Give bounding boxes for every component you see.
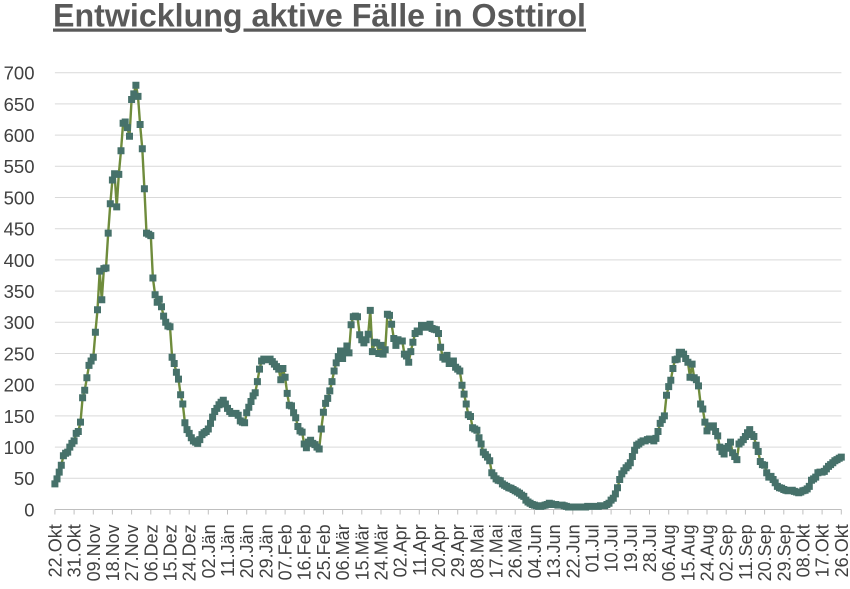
svg-text:11.Jän: 11.Jän — [218, 524, 238, 577]
svg-text:15.Dez: 15.Dez — [161, 524, 181, 581]
svg-text:02.Apr: 02.Apr — [391, 524, 411, 577]
svg-text:15.Mär: 15.Mär — [352, 524, 372, 580]
svg-text:600: 600 — [4, 125, 35, 146]
svg-text:19.Jul: 19.Jul — [621, 524, 641, 572]
svg-text:11.Sep: 11.Sep — [736, 524, 756, 580]
svg-text:250: 250 — [4, 343, 35, 364]
svg-text:24.Aug: 24.Aug — [698, 524, 718, 581]
svg-text:16.Feb: 16.Feb — [295, 524, 315, 580]
svg-text:27.Nov: 27.Nov — [122, 524, 142, 581]
svg-text:400: 400 — [4, 250, 35, 271]
svg-text:200: 200 — [4, 375, 35, 396]
svg-text:06.Dez: 06.Dez — [141, 524, 161, 581]
svg-text:26.Mai: 26.Mai — [506, 524, 526, 578]
svg-text:350: 350 — [4, 281, 35, 302]
svg-text:06.Mär: 06.Mär — [333, 524, 353, 580]
svg-text:450: 450 — [4, 219, 35, 240]
svg-text:20.Apr: 20.Apr — [429, 524, 449, 577]
svg-text:300: 300 — [4, 312, 35, 333]
svg-text:15.Aug: 15.Aug — [678, 524, 698, 581]
svg-text:01.Jul: 01.Jul — [583, 524, 603, 572]
svg-text:0: 0 — [24, 499, 34, 520]
svg-text:22.Okt: 22.Okt — [45, 524, 65, 577]
svg-text:29.Sep: 29.Sep — [774, 524, 794, 581]
svg-text:11.Apr: 11.Apr — [410, 524, 430, 576]
svg-text:550: 550 — [4, 156, 35, 177]
svg-text:50: 50 — [14, 468, 35, 489]
svg-text:07.Feb: 07.Feb — [276, 524, 296, 580]
svg-text:09.Nov: 09.Nov — [84, 524, 104, 581]
svg-text:06.Aug: 06.Aug — [659, 524, 679, 581]
svg-text:25.Feb: 25.Feb — [314, 524, 334, 580]
svg-text:08.Okt: 08.Okt — [793, 524, 813, 577]
svg-text:29.Apr: 29.Apr — [448, 524, 468, 577]
svg-text:700: 700 — [4, 63, 35, 84]
svg-text:02.Sep: 02.Sep — [717, 524, 737, 581]
svg-text:20.Jän: 20.Jän — [237, 524, 257, 578]
svg-text:17.Okt: 17.Okt — [813, 524, 833, 577]
svg-text:28.Jul: 28.Jul — [640, 524, 660, 572]
svg-text:02.Jän: 02.Jän — [199, 524, 219, 578]
svg-text:13.Jun: 13.Jun — [544, 524, 564, 578]
svg-text:Entwicklung aktive Fälle in Os: Entwicklung aktive Fälle in Osttirol — [53, 0, 586, 34]
svg-text:650: 650 — [4, 94, 35, 115]
svg-text:04.Jun: 04.Jun — [525, 524, 545, 578]
svg-text:500: 500 — [4, 187, 35, 208]
svg-text:20.Sep: 20.Sep — [755, 524, 775, 581]
svg-text:24.Mär: 24.Mär — [372, 524, 392, 580]
svg-text:31.Okt: 31.Okt — [65, 524, 85, 577]
svg-text:17.Mai: 17.Mai — [487, 524, 507, 578]
svg-text:150: 150 — [4, 406, 35, 427]
svg-text:24.Dez: 24.Dez — [180, 524, 200, 581]
svg-text:100: 100 — [4, 437, 35, 458]
svg-text:18.Nov: 18.Nov — [103, 524, 123, 581]
svg-text:10.Jul: 10.Jul — [602, 524, 622, 572]
svg-text:08.Mai: 08.Mai — [467, 524, 487, 578]
svg-text:29.Jän: 29.Jän — [256, 524, 276, 578]
svg-text:26.Okt: 26.Okt — [832, 524, 850, 577]
svg-text:22.Jun: 22.Jun — [563, 524, 583, 578]
